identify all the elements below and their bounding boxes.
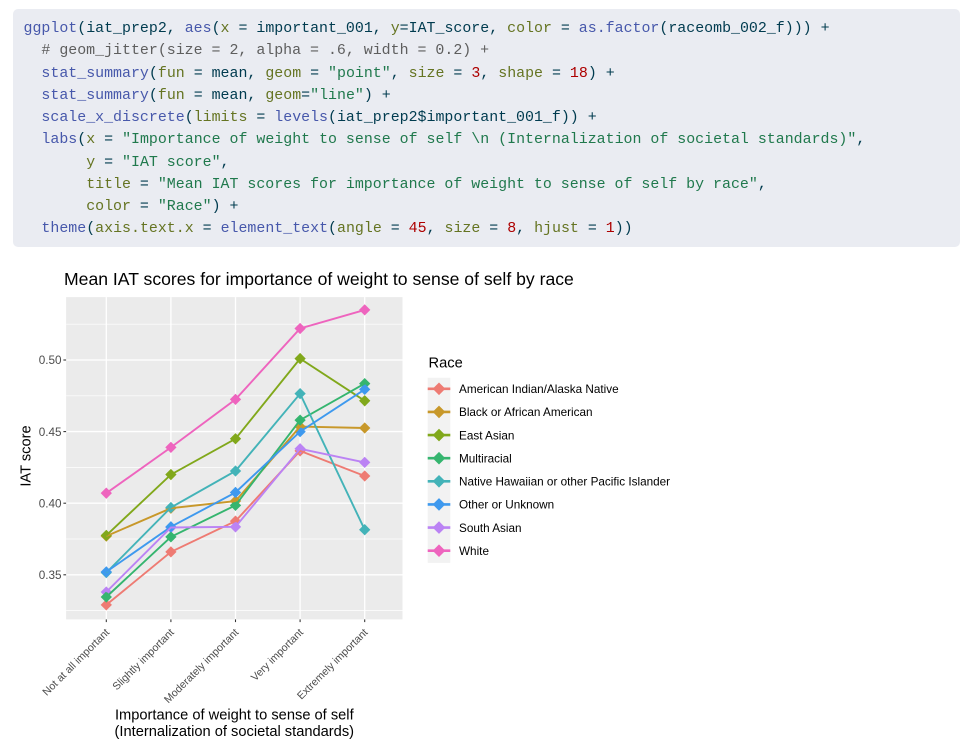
svg-text:0.40: 0.40 xyxy=(39,497,62,510)
svg-text:Black or African American: Black or African American xyxy=(459,406,593,419)
svg-text:Slightly important: Slightly important xyxy=(110,627,176,693)
svg-text:Very important: Very important xyxy=(249,627,306,684)
svg-text:Not at all important: Not at all important xyxy=(40,627,112,699)
svg-text:0.35: 0.35 xyxy=(39,569,62,582)
svg-text:Importance of weight to sense: Importance of weight to sense of self xyxy=(115,708,355,724)
svg-text:0.50: 0.50 xyxy=(39,354,62,367)
svg-text:IAT score: IAT score xyxy=(19,425,35,486)
svg-text:Moderately important: Moderately important xyxy=(162,627,241,706)
svg-text:Race: Race xyxy=(429,356,463,372)
svg-text:American Indian/Alaska Native: American Indian/Alaska Native xyxy=(459,383,619,396)
svg-text:Other or Unknown: Other or Unknown xyxy=(459,499,554,512)
svg-text:Mean IAT scores for importance: Mean IAT scores for importance of weight… xyxy=(64,269,574,289)
svg-text:0.45: 0.45 xyxy=(39,426,62,439)
svg-text:White: White xyxy=(459,545,489,558)
svg-text:Native Hawaiian or other Pacif: Native Hawaiian or other Pacific Islande… xyxy=(459,476,670,489)
svg-text:East Asian: East Asian xyxy=(459,429,514,442)
svg-text:(Internalization of societal s: (Internalization of societal standards) xyxy=(115,724,355,740)
svg-text:Extremely important: Extremely important xyxy=(295,627,371,703)
svg-text:Multiracial: Multiracial xyxy=(459,452,512,465)
svg-text:South Asian: South Asian xyxy=(459,522,522,535)
